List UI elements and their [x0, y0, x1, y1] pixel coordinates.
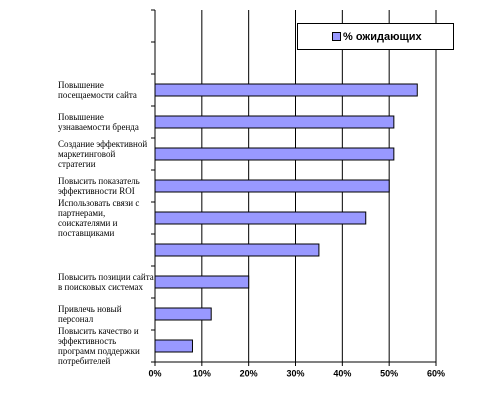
- bar: [154, 243, 320, 257]
- y-tick-label: Повысить позиции сайта в поисковых систе…: [58, 272, 154, 292]
- legend-label: % ожидающих: [343, 30, 422, 43]
- x-tick-label: 20%: [240, 368, 258, 378]
- legend-swatch: [332, 32, 341, 41]
- x-tick-label: 30%: [286, 368, 304, 378]
- y-tick-label: Создание эффективной маркетинговой страт…: [58, 139, 148, 169]
- x-tick-label: 40%: [333, 368, 351, 378]
- bar: [154, 211, 367, 225]
- bar: [154, 179, 390, 193]
- x-tick-label: 0%: [148, 368, 161, 378]
- bar: [154, 83, 418, 97]
- x-tick-label: 10%: [193, 368, 211, 378]
- y-tick-label: Повысить показатель эффективности ROI: [58, 176, 140, 196]
- x-tick-label: 60%: [427, 368, 445, 378]
- bar: [154, 339, 193, 353]
- legend: % ожидающих: [297, 23, 454, 50]
- y-tick-label: Повышение посещаемости сайта: [58, 80, 137, 100]
- x-tick-label: 50%: [380, 368, 398, 378]
- y-tick-label: Привлечь новый персонал: [58, 304, 122, 324]
- bar: [154, 147, 395, 161]
- bar: [154, 115, 395, 129]
- y-tick-label: Повышение узнаваемости бренда: [58, 112, 139, 132]
- y-tick-label: Использовать связи с партнерами, соискат…: [58, 198, 140, 238]
- y-tick-label: Повысить качество и эффективность програ…: [58, 326, 140, 366]
- bar: [154, 275, 250, 289]
- bar: [154, 307, 212, 321]
